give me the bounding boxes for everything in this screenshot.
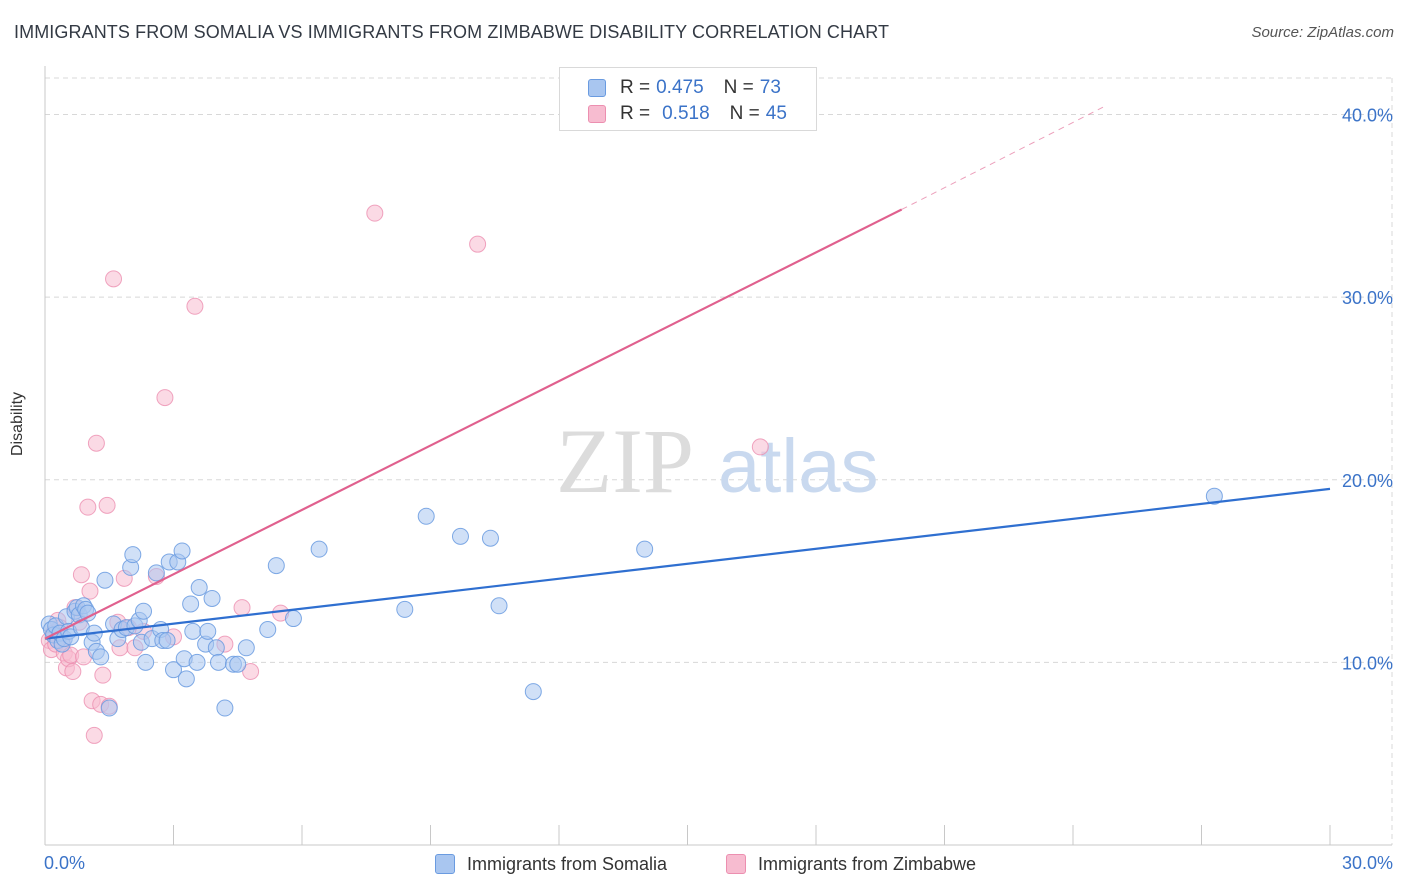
zimbabwe-point: [85, 726, 103, 744]
zimbabwe-point: [81, 582, 99, 600]
somalia-point: [417, 507, 435, 525]
grid-lines: [45, 77, 1393, 845]
r-value-zimbabwe: 0.518: [662, 103, 710, 124]
y-axis-label: Disability: [9, 391, 26, 456]
somalia-point: [237, 639, 255, 657]
legend-label-somalia: Immigrants from Somalia: [467, 853, 668, 874]
somalia-point: [267, 557, 285, 575]
somalia-point: [173, 542, 191, 560]
zimbabwe-point: [156, 389, 174, 407]
y-tick-label: 20.0%: [1342, 471, 1393, 491]
zimbabwe-point: [64, 663, 82, 681]
watermark-zip: ZIP: [556, 410, 694, 512]
somalia-point: [137, 653, 155, 671]
n-label: N =: [723, 77, 754, 98]
somalia-point: [135, 602, 153, 620]
zimbabwe-point: [79, 498, 97, 516]
zimbabwe-point: [366, 204, 384, 222]
somalia-legend-swatch: [435, 854, 455, 874]
zimbabwe-point: [751, 438, 769, 456]
somalia-point: [229, 655, 247, 673]
somalia-point: [182, 595, 200, 613]
somalia-point: [165, 661, 182, 679]
somalia-point: [310, 540, 328, 558]
somalia-point: [524, 683, 542, 701]
correlation-legend: R = 0.475 N = 73 R = 0.518 N = 45: [559, 67, 817, 131]
somalia-point: [451, 527, 469, 545]
somalia-point: [209, 653, 227, 671]
somalia-point: [490, 597, 508, 615]
somalia-point: [636, 540, 654, 558]
zimbabwe-point: [105, 270, 123, 288]
legend-item-somalia[interactable]: Immigrants from Somalia: [435, 852, 667, 876]
n-value-somalia: 73: [759, 77, 781, 98]
watermark-atlas: atlas: [718, 424, 879, 509]
n-value-zimbabwe: 45: [765, 103, 787, 124]
somalia-point: [1205, 487, 1223, 505]
r-value-somalia: 0.475: [656, 77, 704, 98]
r-label: R =: [620, 77, 651, 98]
legend-item-zimbabwe[interactable]: Immigrants from Zimbabwe: [726, 852, 976, 876]
r-label: R =: [620, 103, 651, 124]
zimbabwe-point: [242, 663, 260, 681]
somalia-point: [184, 622, 202, 640]
somalia-point: [207, 639, 225, 657]
zimbabwe-point: [72, 566, 90, 584]
somalia-point: [216, 699, 234, 717]
n-label: N =: [729, 103, 760, 124]
axes: [44, 66, 1392, 846]
somalia-swatch: [588, 79, 606, 97]
zimbabwe-point: [98, 496, 116, 514]
somalia-point: [147, 564, 165, 582]
somalia-point: [188, 653, 206, 671]
somalia-point: [100, 699, 118, 717]
zimbabwe-point: [469, 235, 487, 253]
somalia-point: [158, 631, 176, 649]
tick-labels: 10.0% 20.0% 30.0% 40.0% 0.0% 30.0%: [44, 106, 1393, 873]
y-tick-label: 10.0%: [1342, 653, 1393, 673]
somalia-point: [79, 604, 97, 622]
somalia-point: [199, 622, 217, 640]
somalia-point: [396, 600, 414, 618]
zimbabwe-point: [94, 666, 112, 684]
source-credit: Source: ZipAtlas.com: [1251, 24, 1394, 41]
trend-lines: [44, 106, 1331, 640]
somalia-point: [203, 589, 221, 607]
x-tick-label: 30.0%: [1342, 853, 1393, 873]
zimbabwe-trend-line: [44, 208, 903, 640]
somalia-point: [284, 610, 302, 628]
somalia-point: [259, 621, 277, 639]
legend-label-zimbabwe: Immigrants from Zimbabwe: [758, 853, 977, 874]
zimbabwe-legend-swatch: [726, 854, 746, 874]
y-tick-label: 40.0%: [1342, 106, 1393, 126]
legend-row-zimbabwe: R = 0.518 N = 45: [588, 102, 787, 126]
somalia-point: [124, 546, 142, 564]
zimbabwe-swatch: [588, 105, 606, 123]
somalia-point: [190, 579, 208, 597]
somalia-trend-line: [44, 487, 1331, 640]
y-tick-label: 30.0%: [1342, 288, 1393, 308]
zimbabwe-point: [87, 434, 105, 452]
legend-row-somalia: R = 0.475 N = 73: [588, 76, 781, 100]
zimbabwe-trend-extension: [901, 106, 1104, 210]
somalia-point: [96, 571, 114, 589]
x-tick-label: 0.0%: [44, 853, 85, 873]
somalia-point: [92, 648, 110, 666]
zimbabwe-point: [186, 297, 204, 315]
somalia-point: [177, 670, 195, 688]
chart-title: IMMIGRANTS FROM SOMALIA VS IMMIGRANTS FR…: [14, 22, 890, 42]
zimbabwe-point: [233, 599, 251, 617]
somalia-point: [481, 529, 499, 547]
